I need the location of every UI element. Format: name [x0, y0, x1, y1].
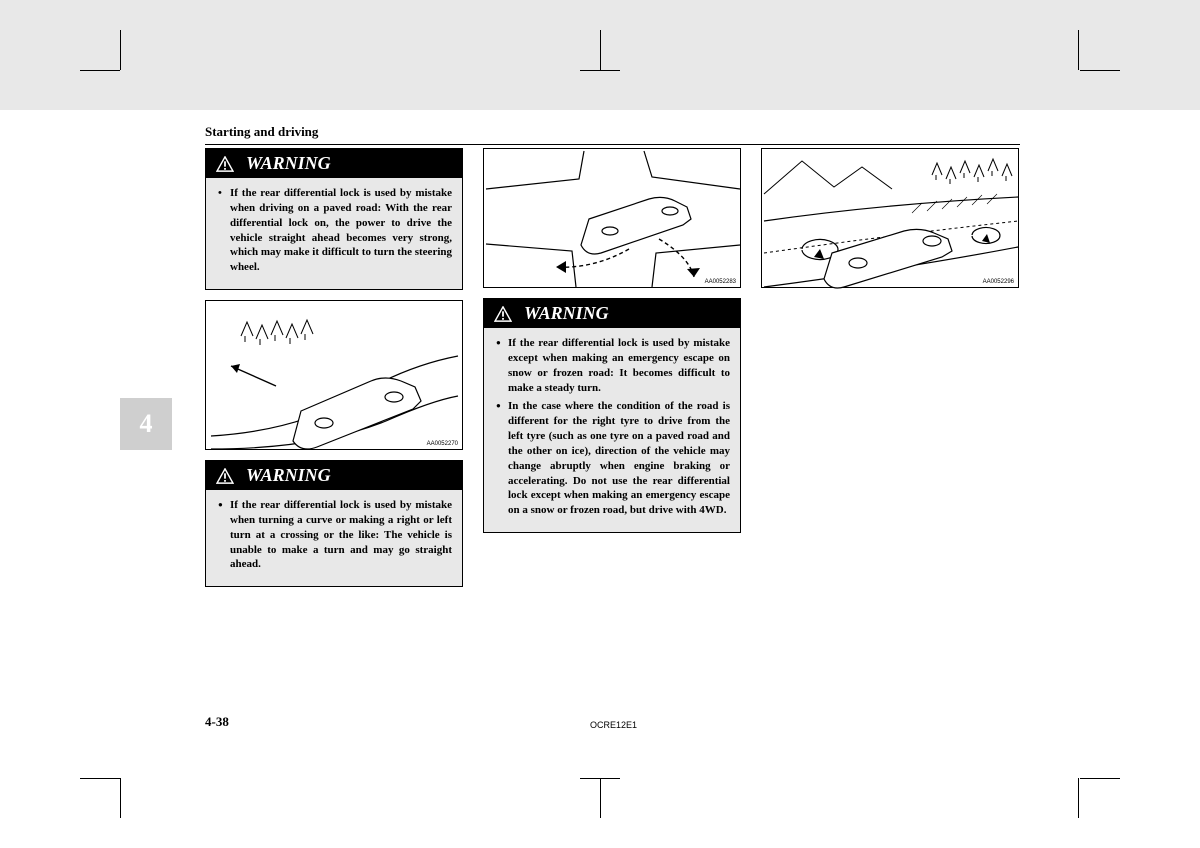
crop-mark	[80, 778, 120, 779]
warning-box-3: WARNING If the rear differential lock is…	[483, 298, 741, 533]
crop-mark	[600, 30, 601, 70]
figure-split-surface: AA0052296	[761, 148, 1019, 288]
crop-mark	[1080, 778, 1120, 779]
warning-triangle-icon	[494, 306, 512, 322]
figure-code: AA0052283	[705, 279, 736, 285]
illustration-vehicle-intersection	[484, 149, 742, 289]
warning-body: If the rear differential lock is used by…	[484, 328, 740, 532]
crop-mark	[120, 30, 121, 70]
crop-mark	[1078, 30, 1079, 70]
figure-mountain-curve: AA0052270	[205, 300, 463, 450]
warning-triangle-icon	[216, 156, 234, 172]
column-1: WARNING If the rear differential lock is…	[205, 148, 463, 597]
page-number: 4-38	[205, 714, 229, 730]
warning-label: WARNING	[246, 465, 331, 486]
warning-header: WARNING	[206, 149, 462, 178]
warning-label: WARNING	[524, 303, 609, 324]
warning-box-1: WARNING If the rear differential lock is…	[205, 148, 463, 290]
warning-item: If the rear differential lock is used by…	[216, 186, 452, 275]
warning-triangle-icon	[216, 468, 234, 484]
crop-mark	[600, 778, 601, 818]
document-code: OCRE12E1	[590, 720, 637, 730]
figure-code: AA0052270	[427, 441, 458, 447]
warning-label: WARNING	[246, 153, 331, 174]
section-header: Starting and driving	[205, 124, 1020, 145]
crop-mark	[580, 70, 620, 71]
warning-header: WARNING	[206, 461, 462, 490]
warning-item: In the case where the condition of the r…	[494, 399, 730, 518]
warning-item: If the rear differential lock is used by…	[216, 498, 452, 572]
warning-body: If the rear differential lock is used by…	[206, 490, 462, 586]
warning-box-2: WARNING If the rear differential lock is…	[205, 460, 463, 587]
figure-intersection: AA0052283	[483, 148, 741, 288]
figure-code: AA0052296	[983, 279, 1014, 285]
crop-mark	[1078, 778, 1079, 818]
warning-item: If the rear differential lock is used by…	[494, 336, 730, 395]
crop-mark	[120, 778, 121, 818]
crop-mark	[80, 70, 120, 71]
content-columns: WARNING If the rear differential lock is…	[205, 148, 1020, 597]
warning-body: If the rear differential lock is used by…	[206, 178, 462, 289]
crop-mark	[1080, 70, 1120, 71]
warning-header: WARNING	[484, 299, 740, 328]
column-3: AA0052296	[761, 148, 1019, 597]
chapter-tab: 4	[120, 398, 172, 450]
illustration-vehicle-split-surface	[762, 149, 1020, 289]
illustration-vehicle-curve	[206, 301, 464, 451]
column-2: AA0052283 WARNING If the rear differenti…	[483, 148, 741, 597]
